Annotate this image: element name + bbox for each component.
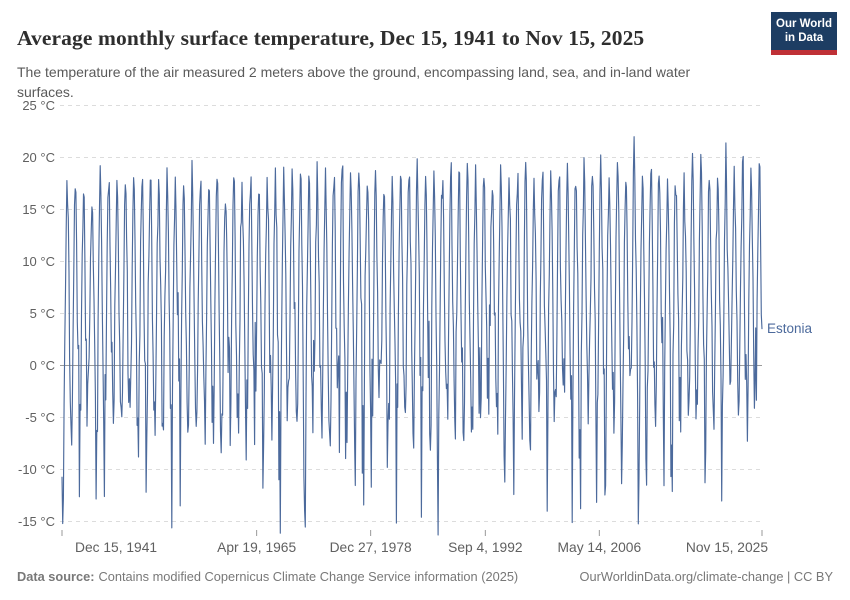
data-source-text: Contains modified Copernicus Climate Cha…: [98, 569, 519, 584]
data-source-note: Data source: Contains modified Copernicus…: [17, 569, 518, 584]
y-axis-tick-label: -10 °C: [18, 462, 55, 477]
page-title: Average monthly surface temperature, Dec…: [17, 26, 645, 51]
y-axis-tick-label: -5 °C: [25, 410, 55, 425]
estonia-line[interactable]: [61, 136, 763, 536]
y-axis-tick-label: 0 °C: [30, 358, 55, 373]
y-axis-tick-label: 25 °C: [22, 98, 55, 113]
chart-footer: Data source: Contains modified Copernicus…: [17, 569, 833, 584]
y-axis-tick-label: 15 °C: [22, 202, 55, 217]
x-axis-tick-label: Apr 19, 1965: [217, 540, 296, 555]
owid-logo-line2: in Data: [784, 32, 824, 45]
footer-attribution[interactable]: OurWorldinData.org/climate-change | CC B…: [579, 569, 833, 584]
chart-subtitle: The temperature of the air measured 2 me…: [17, 64, 691, 101]
owid-logo-line1: Our World: [776, 18, 833, 30]
entity-label-estonia[interactable]: Estonia: [767, 321, 813, 336]
y-axis-tick-label: 5 °C: [30, 306, 55, 321]
x-axis-tick-label: May 14, 2006: [558, 540, 642, 555]
x-axis-tick-label: Nov 15, 2025: [686, 540, 768, 555]
x-axis-tick-label: Sep 4, 1992: [448, 540, 522, 555]
y-axis-tick-label: 20 °C: [22, 150, 55, 165]
x-axis-tick-label: Dec 27, 1978: [330, 540, 412, 555]
y-axis-tick-label: -15 °C: [18, 514, 55, 529]
y-axis-tick-label: 10 °C: [22, 254, 55, 269]
owid-logo[interactable]: Our World in Data: [771, 12, 837, 55]
data-source-label: Data source:: [17, 569, 95, 584]
x-axis-tick-label: Dec 15, 1941: [75, 540, 157, 555]
